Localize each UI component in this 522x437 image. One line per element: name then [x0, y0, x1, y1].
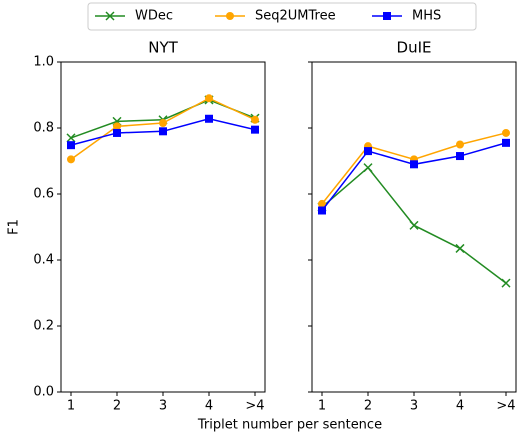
x-tick-label: 1	[318, 399, 326, 414]
data-point	[251, 125, 259, 134]
data-point	[502, 138, 510, 147]
y-tick-label: 1.0	[33, 55, 54, 70]
x-tick-label: 2	[113, 399, 121, 414]
x-tick-label: 3	[159, 399, 167, 414]
legend-label: MHS	[412, 9, 441, 24]
y-tick-label: 0.2	[33, 319, 54, 334]
data-point	[455, 243, 465, 253]
data-point	[318, 206, 326, 215]
x-tick-label: 2	[364, 399, 372, 414]
data-point	[501, 278, 511, 288]
plot-frame	[60, 61, 266, 393]
x-tick-label: 1	[67, 399, 75, 414]
y-axis-label: F1	[7, 219, 22, 235]
x-axis-label: Triplet number per sentence	[197, 418, 382, 433]
data-point	[409, 220, 419, 230]
x-tick-label: >4	[496, 399, 515, 414]
x-tick-label: 4	[456, 399, 464, 414]
x-tick-label: 4	[205, 399, 213, 414]
y-tick-label: 0.6	[33, 187, 54, 202]
data-point	[66, 133, 76, 143]
legend-label: WDec	[135, 9, 173, 24]
y-tick-label: 0.4	[33, 253, 54, 268]
legend-label: Seq2UMTree	[255, 9, 336, 24]
panel-title: NYT	[148, 39, 178, 57]
panel-title: DuIE	[397, 39, 432, 57]
data-point	[502, 128, 510, 137]
legend-marker	[383, 12, 391, 20]
x-tick-label: 3	[410, 399, 418, 414]
data-point	[113, 128, 121, 137]
data-point	[67, 141, 75, 150]
series-line	[321, 132, 507, 205]
data-point	[159, 127, 167, 136]
legend-marker	[226, 12, 234, 20]
data-point	[364, 147, 372, 156]
data-point	[456, 152, 464, 161]
y-tick-label: 0.8	[33, 121, 54, 136]
data-point	[318, 199, 326, 208]
data-point	[363, 163, 373, 173]
data-point	[205, 94, 213, 103]
x-tick-label: >4	[245, 399, 264, 414]
data-point	[456, 140, 464, 149]
plot-frame	[311, 61, 517, 393]
data-point	[205, 114, 213, 123]
legend-box	[87, 2, 477, 31]
data-point	[113, 122, 121, 131]
series-line	[321, 142, 507, 211]
data-point	[159, 119, 167, 128]
y-tick-label: 0.0	[33, 385, 54, 400]
data-point	[251, 115, 259, 124]
data-point	[410, 160, 418, 169]
legend-marker	[105, 11, 115, 21]
data-point	[67, 155, 75, 164]
